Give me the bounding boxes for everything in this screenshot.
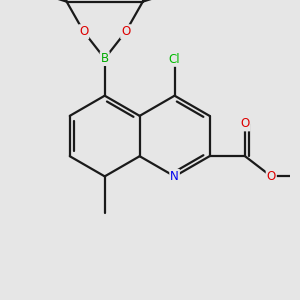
Text: O: O [79, 25, 88, 38]
Text: N: N [170, 170, 179, 183]
Text: O: O [267, 170, 276, 183]
Text: O: O [121, 25, 130, 38]
Text: Cl: Cl [169, 53, 180, 66]
Text: B: B [101, 52, 109, 65]
Text: O: O [240, 117, 250, 130]
